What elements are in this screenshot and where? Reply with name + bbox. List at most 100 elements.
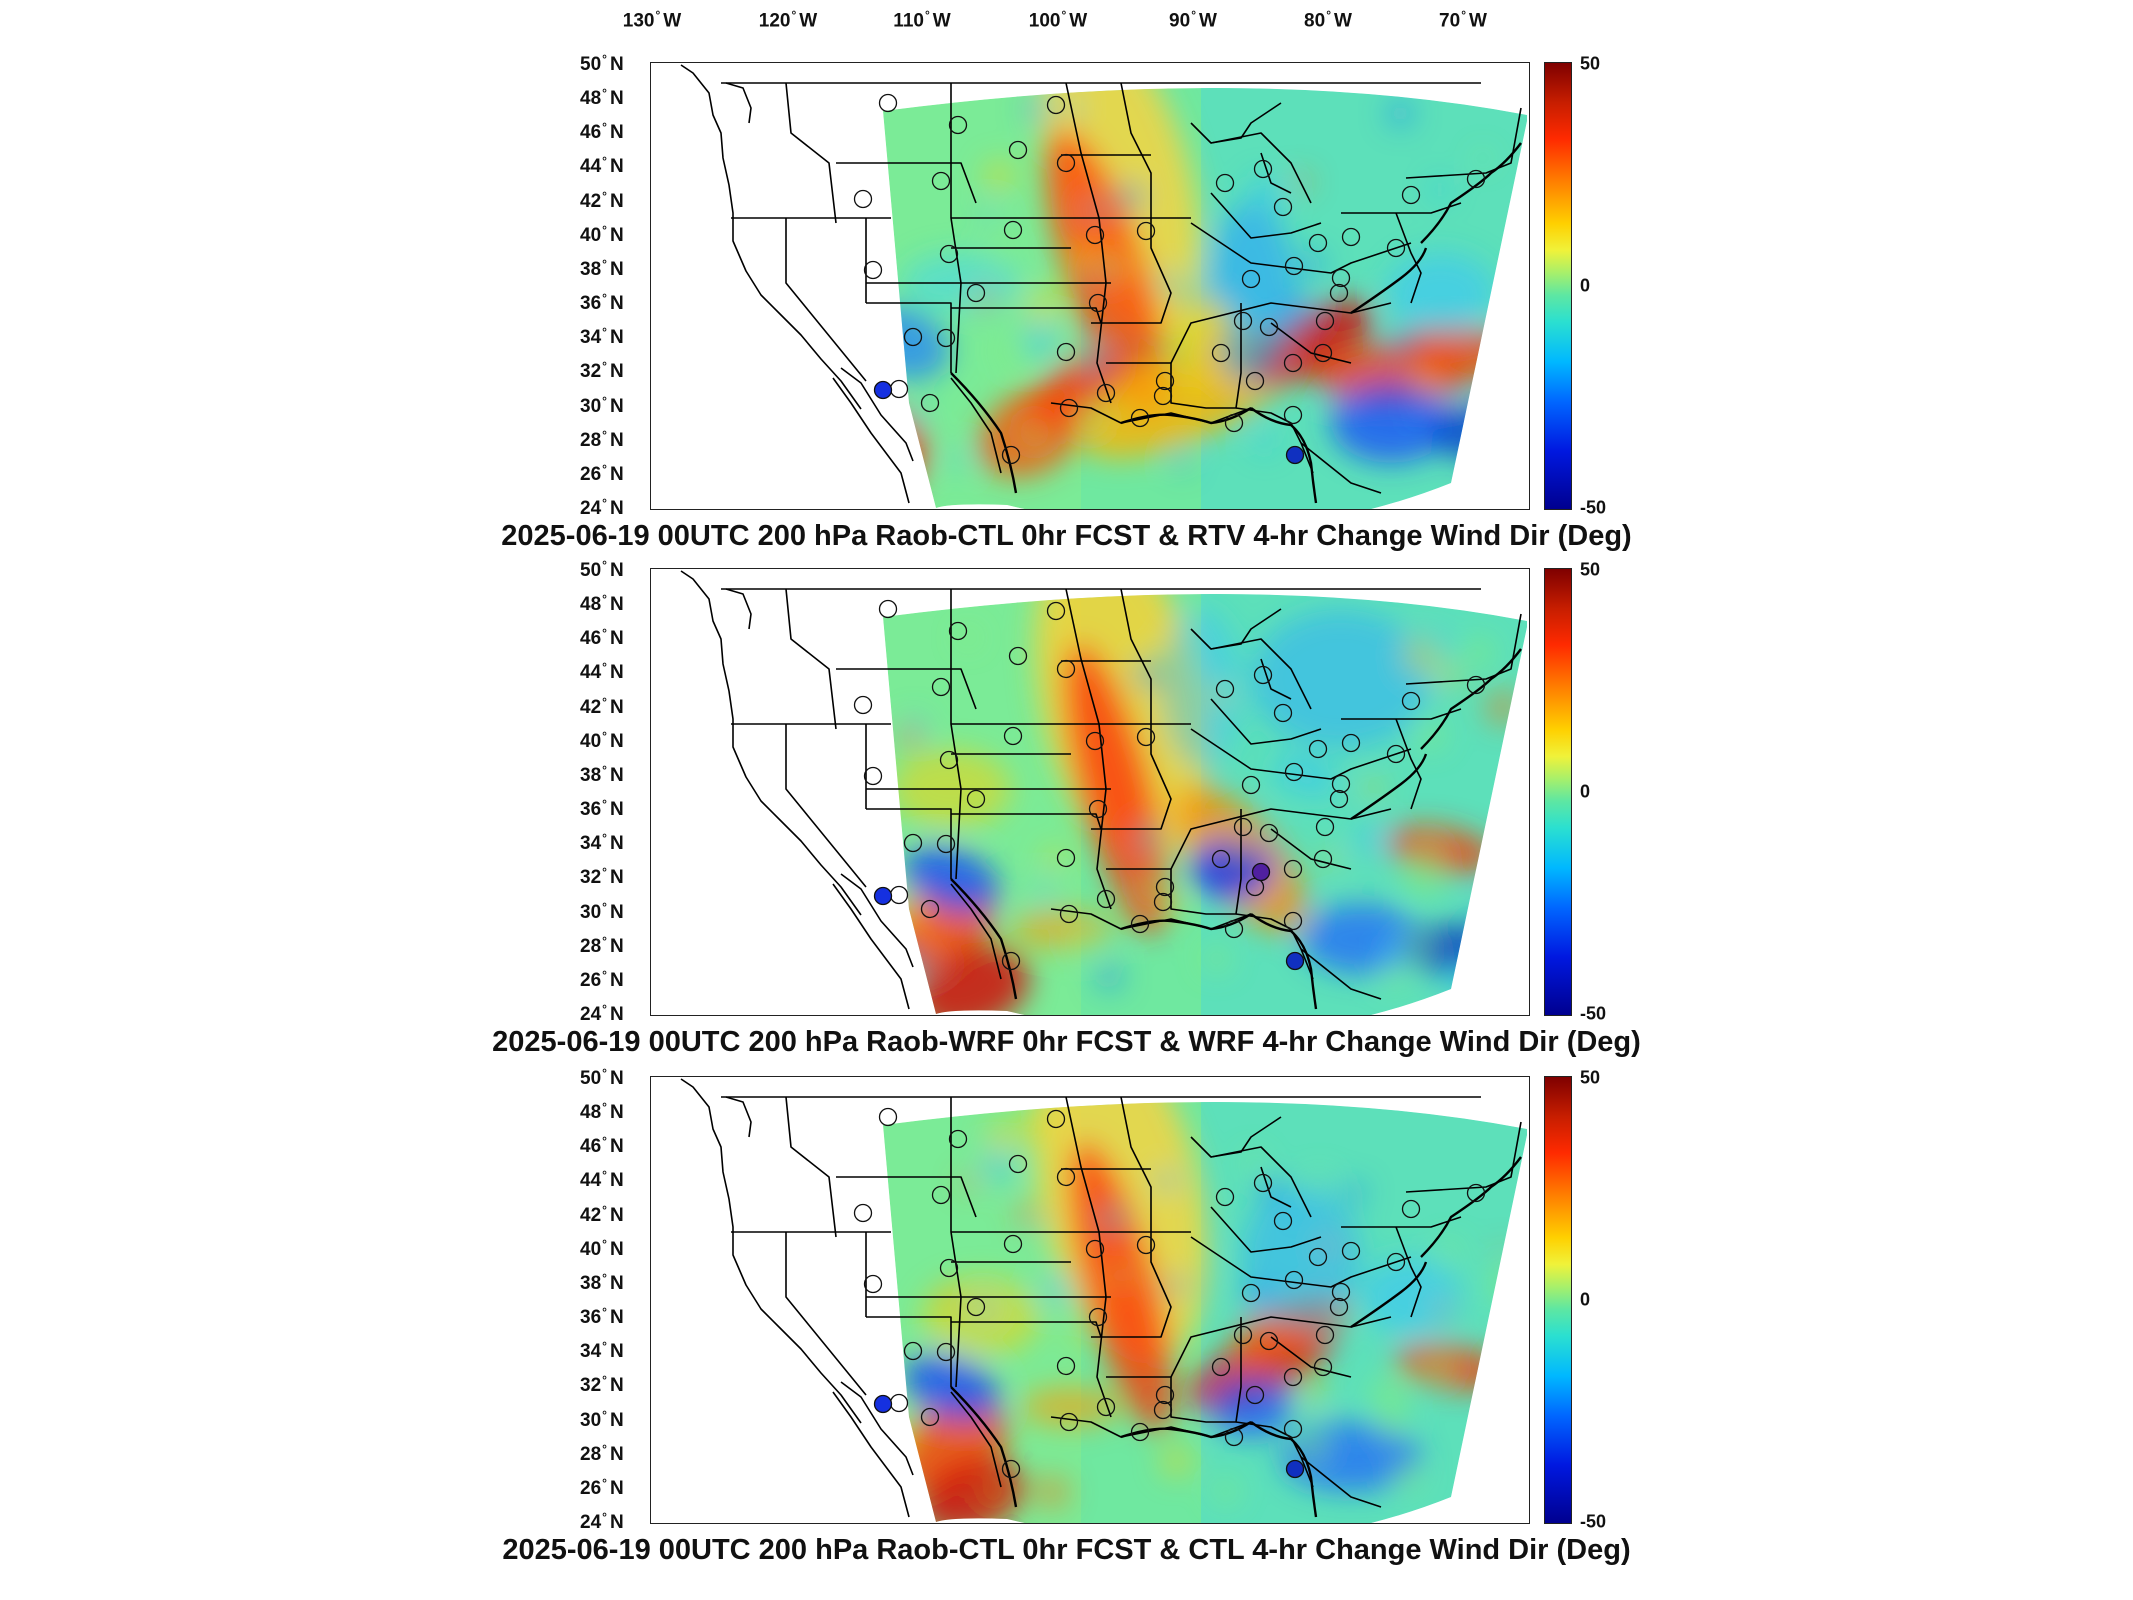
latitude-hemisphere: N xyxy=(609,730,624,752)
degree-symbol: ° xyxy=(602,222,607,237)
degree-symbol: ° xyxy=(602,256,607,271)
raob-station-marker xyxy=(853,189,873,209)
longitude-label: 80° W xyxy=(1304,8,1352,32)
raob-station-marker xyxy=(853,1203,873,1223)
latitude-value: 26 xyxy=(580,1478,602,1500)
wind-direction-field xyxy=(883,593,1527,1015)
raob-station-marker xyxy=(853,695,873,715)
raob-station-marker xyxy=(1155,1385,1175,1405)
raob-station-marker xyxy=(1059,904,1079,924)
raob-station-marker xyxy=(1003,726,1023,746)
latitude-hemisphere: N xyxy=(609,1341,624,1363)
latitude-label: 50° N xyxy=(580,52,624,76)
longitude-label: 70° W xyxy=(1439,8,1487,32)
raob-station-marker xyxy=(903,833,923,853)
longitude-hemisphere: W xyxy=(1069,10,1088,32)
raob-station-marker xyxy=(1331,1282,1351,1302)
latitude-hemisphere: N xyxy=(609,1478,624,1500)
longitude-label: 110° W xyxy=(893,8,950,32)
latitude-label: 28° N xyxy=(580,1442,624,1466)
raob-station-marker xyxy=(936,328,956,348)
degree-symbol: ° xyxy=(602,1407,607,1422)
raob-station-marker xyxy=(936,1342,956,1362)
latitude-hemisphere: N xyxy=(609,88,624,110)
map-canvas xyxy=(680,1078,1527,1523)
raob-station-marker xyxy=(931,1185,951,1205)
latitude-value: 34 xyxy=(580,833,602,855)
latitude-value: 24 xyxy=(580,498,602,520)
map-canvas xyxy=(680,64,1527,509)
latitude-hemisphere: N xyxy=(609,464,624,486)
state-boundaries xyxy=(680,570,1522,1010)
wind-direction-field xyxy=(883,87,1527,509)
latitude-label: 42° N xyxy=(580,1202,624,1226)
raob-station-marker xyxy=(1315,1325,1335,1345)
raob-station-marker xyxy=(1466,1183,1486,1203)
degree-symbol: ° xyxy=(602,1168,607,1183)
latitude-label: 24° N xyxy=(580,496,624,520)
raob-station-marker xyxy=(1085,1239,1105,1259)
longitude-hemisphere: W xyxy=(663,10,682,32)
latitude-hemisphere: N xyxy=(609,1102,624,1124)
latitude-hemisphere: N xyxy=(609,765,624,787)
colorbar-tick-label: -50 xyxy=(1580,1003,1607,1024)
raob-station-marker xyxy=(966,283,986,303)
raob-station-marker xyxy=(1008,140,1028,160)
latitude-hemisphere: N xyxy=(609,259,624,281)
raob-station-marker xyxy=(1253,1173,1273,1193)
raob-station-marker xyxy=(873,380,893,400)
longitude-value: 120 xyxy=(758,10,791,32)
latitude-label: 42° N xyxy=(580,694,624,718)
raob-station-marker xyxy=(878,599,898,619)
raob-station-marker xyxy=(1096,383,1116,403)
raob-station-marker xyxy=(1059,1412,1079,1432)
latitude-value: 26 xyxy=(580,970,602,992)
raob-station-marker xyxy=(1056,1167,1076,1187)
state-boundaries xyxy=(680,64,1522,504)
latitude-label: 46° N xyxy=(580,1134,624,1158)
raob-station-marker xyxy=(1096,889,1116,909)
degree-symbol: ° xyxy=(602,1339,607,1354)
degree-symbol: ° xyxy=(602,495,607,510)
colorbar-tick-label: 0 xyxy=(1580,1289,1591,1310)
latitude-hemisphere: N xyxy=(609,395,624,417)
degree-symbol: ° xyxy=(1461,8,1467,22)
raob-stations xyxy=(853,1107,1486,1479)
colorbar-tick-label: -50 xyxy=(1580,497,1607,518)
latitude-label: 32° N xyxy=(580,865,624,889)
latitude-label: 48° N xyxy=(580,592,624,616)
latitude-value: 32 xyxy=(580,867,602,889)
latitude-label: 38° N xyxy=(580,1271,624,1295)
raob-station-marker xyxy=(1056,848,1076,868)
map-frame xyxy=(650,62,1530,510)
raob-station-marker xyxy=(920,393,940,413)
raob-station-marker xyxy=(1096,1397,1116,1417)
raob-station-marker xyxy=(1241,775,1261,795)
raob-station-marker xyxy=(1313,849,1333,869)
latitude-value: 46 xyxy=(580,122,602,144)
raob-station-marker xyxy=(939,1258,959,1278)
degree-symbol: ° xyxy=(602,626,607,641)
degree-symbol: ° xyxy=(602,154,607,169)
raob-station-marker xyxy=(1215,173,1235,193)
raob-station-marker xyxy=(1284,1270,1304,1290)
degree-symbol: ° xyxy=(602,1304,607,1319)
raob-station-marker xyxy=(1253,159,1273,179)
raob-station-marker xyxy=(1136,1235,1156,1255)
degree-symbol: ° xyxy=(791,8,797,22)
raob-station-marker xyxy=(1273,1211,1293,1231)
map-frame xyxy=(650,1076,1530,1524)
longitude-value: 100 xyxy=(1028,10,1061,32)
raob-station-marker xyxy=(1283,859,1303,879)
latitude-hemisphere: N xyxy=(609,935,624,957)
raob-station-marker xyxy=(1259,823,1279,843)
raob-station-marker xyxy=(1224,1427,1244,1447)
map-panel-ctl: 50° N 48° N 46° N 44° N 42° N 40° N 38° N 36° N 34° N 32° N… xyxy=(0,1066,2133,1596)
raob-station-marker xyxy=(1245,371,1265,391)
latitude-label: 50° N xyxy=(580,558,624,582)
latitude-hemisphere: N xyxy=(609,1204,624,1226)
raob-station-marker xyxy=(1284,256,1304,276)
latitude-label: 32° N xyxy=(580,359,624,383)
latitude-hemisphere: N xyxy=(609,901,624,923)
raob-stations xyxy=(853,93,1486,465)
